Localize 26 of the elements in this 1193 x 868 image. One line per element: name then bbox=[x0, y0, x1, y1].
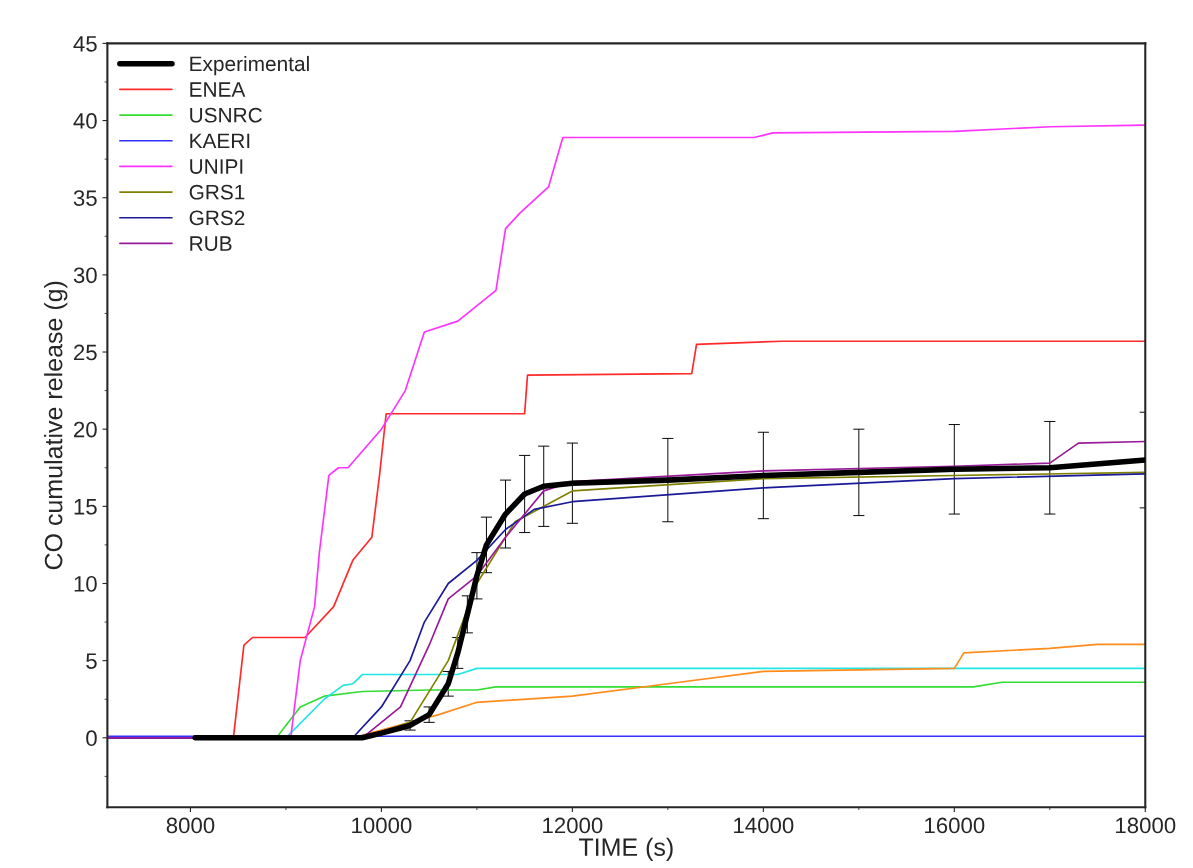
y-tick-label: 25 bbox=[74, 344, 97, 361]
y-tick-label: 30 bbox=[73, 267, 97, 284]
y-axis-title: CO cumulative release (g) bbox=[44, 281, 68, 570]
legend-label: RUB bbox=[190, 236, 232, 251]
x-tick-label: 12000 bbox=[543, 817, 603, 834]
y-tick-label: 5 bbox=[86, 653, 97, 669]
legend-label: GRS1 bbox=[189, 184, 245, 200]
y-tick-label: 40 bbox=[73, 113, 97, 129]
x-tick-label: 8000 bbox=[166, 817, 215, 834]
y-tick-label: 0 bbox=[86, 730, 97, 747]
legend-label: ENEA bbox=[190, 82, 246, 97]
y-tick-label: 35 bbox=[73, 190, 97, 206]
y-tick-label: 45 bbox=[73, 36, 97, 52]
legend-label: KAERI bbox=[190, 133, 250, 149]
x-tick-label: 10000 bbox=[352, 817, 412, 834]
x-tick-label: 14000 bbox=[734, 817, 794, 834]
legend-label: Experimental bbox=[190, 55, 309, 76]
y-tick-label: 15 bbox=[74, 499, 97, 515]
x-axis-title: TIME (s) bbox=[578, 837, 673, 861]
legend-label: GRS2 bbox=[189, 210, 245, 226]
y-tick-label: 10 bbox=[74, 576, 97, 592]
x-tick-label: 18000 bbox=[1116, 817, 1176, 834]
legend-label: UNIPI bbox=[190, 159, 243, 174]
y-tick-label: 20 bbox=[74, 421, 97, 438]
x-tick-label: 16000 bbox=[925, 817, 985, 834]
legend-label: USNRC bbox=[190, 107, 262, 123]
